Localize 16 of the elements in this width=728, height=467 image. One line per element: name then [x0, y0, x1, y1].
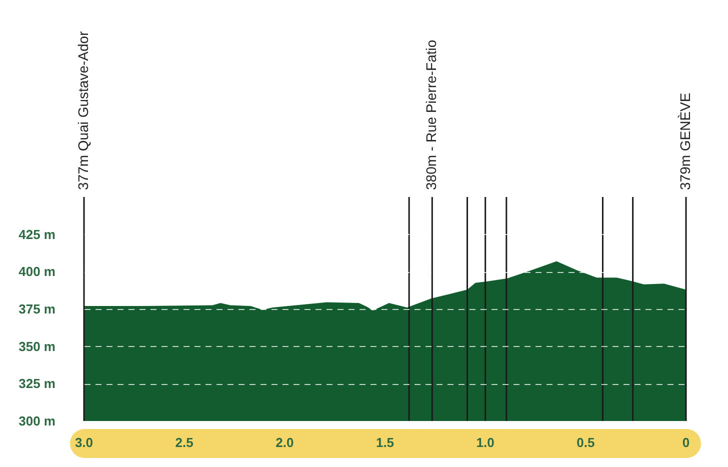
y-tick-label: 400 m — [18, 264, 56, 280]
ref-line-label: 380m - Rue Pierre-Fatio — [423, 40, 440, 190]
y-tick-label: 425 m — [18, 226, 56, 242]
y-tick-label: 375 m — [18, 302, 56, 316]
x-tick-label: 1.5 — [376, 435, 394, 450]
x-tick-label: 2.0 — [276, 435, 294, 450]
x-tick-label: 0 — [682, 435, 690, 450]
x-tick-label: 1.0 — [476, 435, 494, 450]
ref-line-label: 377m Quai Gustave-Ador — [75, 30, 91, 190]
x-tick-label: 0.5 — [576, 435, 595, 450]
y-tick-label: 300 m — [18, 414, 56, 428]
x-tick-label: 3.0 — [74, 435, 94, 450]
x-tick-label: 2.5 — [175, 435, 194, 450]
y-tick-label: 350 m — [18, 338, 56, 354]
y-tick-label: 325 m — [18, 376, 56, 392]
ref-line-label: 379m GENÈVE — [677, 92, 693, 190]
